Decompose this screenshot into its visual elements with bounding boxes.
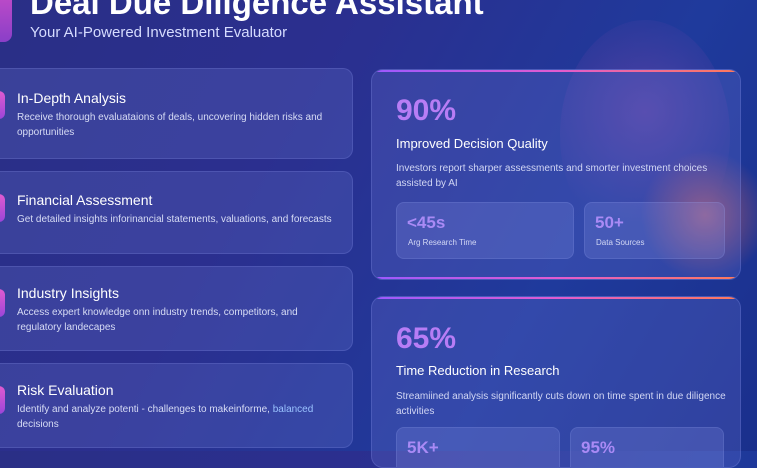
logo-icon [0, 0, 12, 42]
stat-description: Streamiined analysis significantly cuts … [396, 391, 726, 417]
stat-label: Improved Decision Quality [396, 136, 548, 151]
feature-card-analysis[interactable]: In-Depth Analysis Receive thorough evalu… [0, 68, 353, 159]
mini-stat-value: 5K+ [407, 438, 439, 457]
feature-accent-bar [0, 289, 5, 317]
stat-value: 90% [396, 94, 457, 127]
feature-title: In-Depth Analysis [17, 90, 126, 106]
feature-title: Financial Assessment [17, 192, 153, 208]
feature-title: Industry Insights [17, 285, 119, 301]
feature-card-risk[interactable]: Risk Evaluation Identify and analyze pot… [0, 363, 353, 448]
feature-description: Access expert knowledge onn industry tre… [17, 307, 298, 333]
decorative-glow [640, 150, 757, 280]
mini-stat-label: Arg Research Time [408, 238, 477, 247]
mini-stat-card: 5K+ [396, 427, 560, 467]
page-subtitle: Your AI-Powered Investment Evaluator [30, 24, 288, 41]
mini-stat-data-sources: 50+ Data Sources [584, 202, 725, 259]
description-text: Identify and analyze potenti - challenge… [17, 404, 270, 415]
feature-title: Risk Evaluation [17, 382, 114, 398]
feature-card-financial[interactable]: Financial Assessment Get detailed insigh… [0, 171, 353, 254]
highlight-text: balanced [272, 404, 314, 415]
page-title: Deal Due Diligence Assistant [30, 0, 484, 21]
gradient-border [372, 70, 740, 72]
feature-description: Identify and analyze potenti - challenge… [17, 402, 337, 432]
mini-stat-label: Data Sources [596, 238, 645, 247]
stat-card-decision-quality: 90% Improved Decision Quality Investors … [371, 69, 741, 280]
mini-stat-card: 95% [570, 427, 724, 467]
feature-card-industry[interactable]: Industry Insights Access expert knowledg… [0, 266, 353, 351]
gradient-border [372, 297, 740, 299]
stat-label: Time Reduction in Research [396, 363, 560, 378]
stat-card-time-reduction: 65% Time Reduction in Research Streamiin… [371, 296, 741, 468]
mini-stat-research-time: <45s Arg Research Time [396, 202, 574, 259]
feature-accent-bar [0, 194, 5, 222]
stat-description: Investors report sharper assessments and… [396, 163, 708, 189]
gradient-border [372, 277, 740, 279]
feature-description: Receive thorough evaluataions of deals, … [17, 112, 323, 138]
feature-accent-bar [0, 386, 5, 414]
stat-value: 65% [396, 322, 457, 355]
mini-stat-value: 95% [581, 438, 616, 457]
feature-description: Get detailed insights inforinancial stat… [17, 214, 332, 225]
description-text: decisions [17, 419, 59, 430]
feature-accent-bar [0, 91, 5, 119]
mini-stat-value: 50+ [595, 213, 624, 232]
mini-stat-value: <45s [407, 213, 446, 232]
